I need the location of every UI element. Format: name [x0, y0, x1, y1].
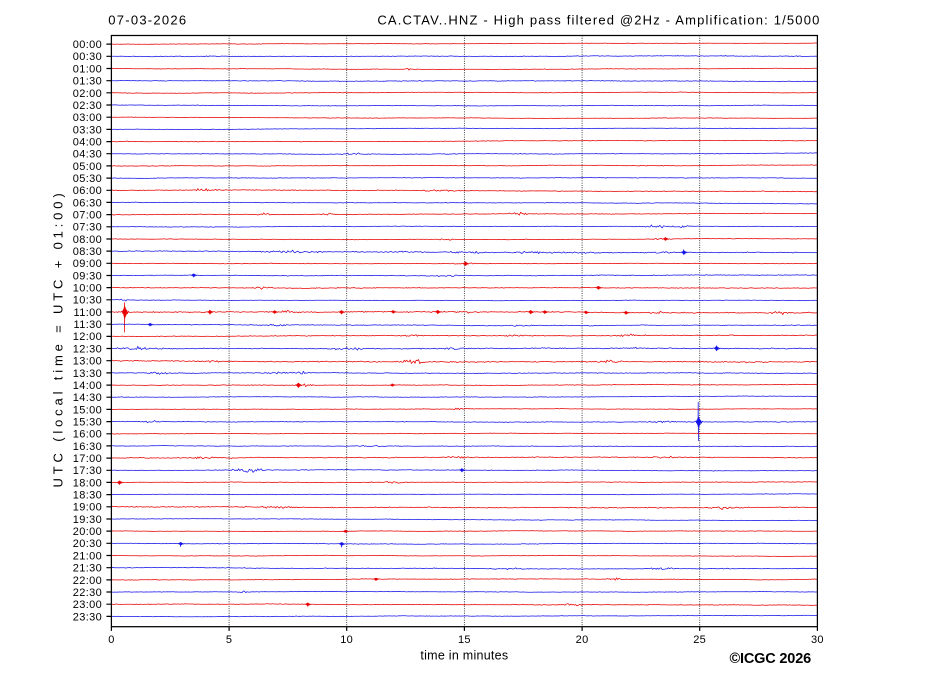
svg-text:20:00: 20:00 — [73, 526, 102, 538]
svg-text:CA.CTAV..HNZ - High pass filte: CA.CTAV..HNZ - High pass filtered @2Hz -… — [377, 12, 820, 27]
svg-text:18:30: 18:30 — [73, 490, 102, 502]
svg-text:19:00: 19:00 — [73, 502, 102, 514]
svg-text:16:00: 16:00 — [73, 429, 102, 441]
svg-text:04:00: 04:00 — [73, 137, 102, 149]
svg-text:02:00: 02:00 — [73, 88, 102, 100]
svg-text:13:30: 13:30 — [73, 368, 102, 380]
svg-text:0: 0 — [108, 634, 114, 646]
svg-text:07:00: 07:00 — [73, 210, 102, 222]
svg-text:time in minutes: time in minutes — [420, 649, 508, 663]
svg-text:21:00: 21:00 — [73, 550, 102, 562]
svg-text:14:30: 14:30 — [73, 392, 102, 404]
svg-text:05:30: 05:30 — [73, 173, 102, 185]
svg-text:17:30: 17:30 — [73, 465, 102, 477]
svg-text:17:00: 17:00 — [73, 453, 102, 465]
svg-text:22:30: 22:30 — [73, 587, 102, 599]
svg-text:©ICGC 2026: ©ICGC 2026 — [729, 651, 811, 667]
svg-text:13:00: 13:00 — [73, 356, 102, 368]
svg-text:UTC (local time = UTC + 01:00): UTC (local time = UTC + 01:00) — [51, 190, 66, 488]
svg-text:00:30: 00:30 — [73, 51, 102, 63]
svg-text:14:00: 14:00 — [73, 380, 102, 392]
svg-text:21:30: 21:30 — [73, 563, 102, 575]
svg-text:19:30: 19:30 — [73, 514, 102, 526]
svg-text:09:00: 09:00 — [73, 258, 102, 270]
svg-text:05:00: 05:00 — [73, 161, 102, 173]
svg-text:04:30: 04:30 — [73, 149, 102, 161]
svg-text:02:30: 02:30 — [73, 100, 102, 112]
svg-text:10: 10 — [340, 634, 353, 646]
svg-text:00:00: 00:00 — [73, 39, 102, 51]
svg-text:25: 25 — [693, 634, 706, 646]
svg-text:5: 5 — [226, 634, 232, 646]
svg-text:03:30: 03:30 — [73, 124, 102, 136]
svg-text:22:00: 22:00 — [73, 575, 102, 587]
svg-text:01:30: 01:30 — [73, 76, 102, 88]
svg-text:09:30: 09:30 — [73, 270, 102, 282]
svg-text:06:30: 06:30 — [73, 197, 102, 209]
svg-text:15:00: 15:00 — [73, 404, 102, 416]
svg-text:07:30: 07:30 — [73, 222, 102, 234]
svg-text:08:00: 08:00 — [73, 234, 102, 246]
svg-text:23:30: 23:30 — [73, 611, 102, 623]
svg-text:12:30: 12:30 — [73, 343, 102, 355]
svg-text:23:00: 23:00 — [73, 599, 102, 611]
svg-text:03:00: 03:00 — [73, 112, 102, 124]
svg-text:30: 30 — [811, 634, 824, 646]
svg-text:15: 15 — [458, 634, 471, 646]
svg-text:18:00: 18:00 — [73, 477, 102, 489]
svg-text:10:30: 10:30 — [73, 295, 102, 307]
svg-text:01:00: 01:00 — [73, 63, 102, 75]
svg-text:11:00: 11:00 — [74, 307, 103, 319]
svg-text:06:00: 06:00 — [73, 185, 102, 197]
svg-text:10:00: 10:00 — [73, 283, 102, 295]
svg-text:12:00: 12:00 — [73, 331, 102, 343]
svg-text:07-03-2026: 07-03-2026 — [108, 12, 187, 27]
svg-text:11:30: 11:30 — [74, 319, 103, 331]
svg-text:20: 20 — [576, 634, 589, 646]
svg-text:20:30: 20:30 — [73, 538, 102, 550]
svg-text:08:30: 08:30 — [73, 246, 102, 258]
svg-text:16:30: 16:30 — [73, 441, 102, 453]
svg-text:15:30: 15:30 — [73, 417, 102, 429]
